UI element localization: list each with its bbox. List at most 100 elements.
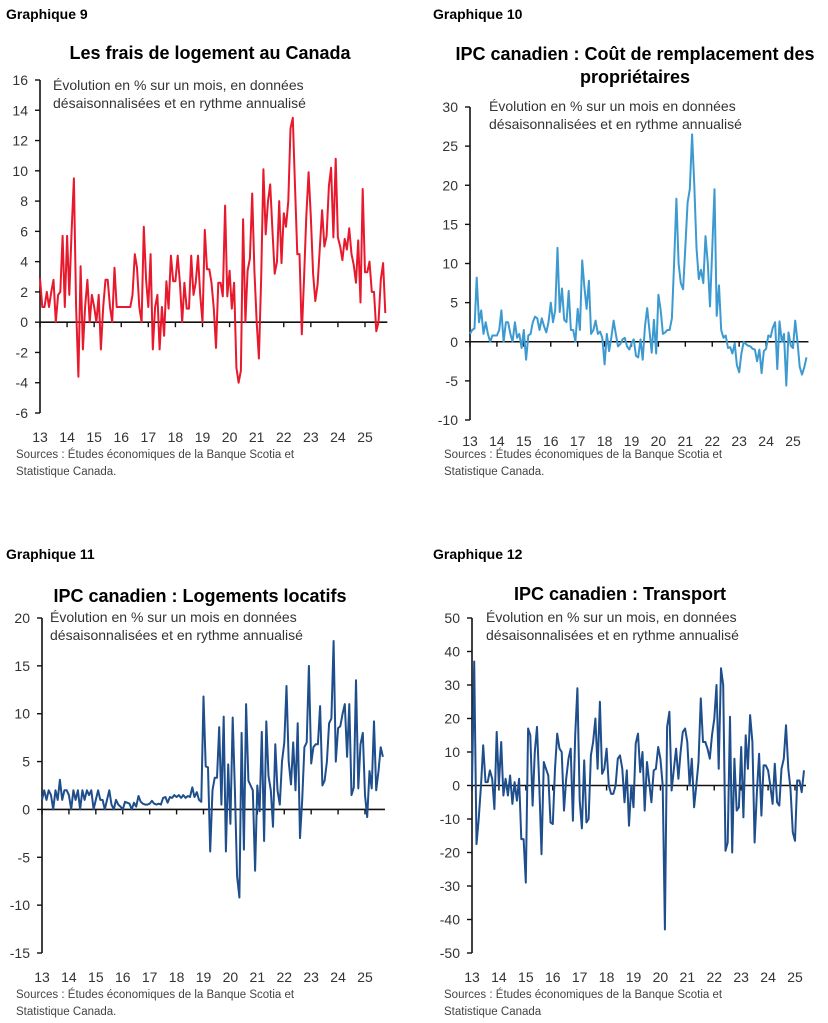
y-tick-label: 6 (20, 223, 28, 239)
x-tick-label: 15 (86, 429, 102, 445)
x-tick-label: 19 (626, 969, 642, 985)
y-tick-label: 40 (444, 644, 460, 660)
y-tick-label: -5 (446, 373, 459, 389)
chart-source: Sources : Études économiques de la Banqu… (16, 989, 295, 1018)
chart-title: IPC canadien : Coût de remplacement des … (455, 44, 815, 87)
x-tick-label: 18 (599, 969, 615, 985)
x-tick-label: 14 (489, 433, 505, 449)
series-line (39, 116, 387, 384)
x-tick-label: 16 (543, 433, 559, 449)
chart-title: Les frais de logement au Canada (69, 43, 351, 63)
x-tick-label: 22 (276, 969, 292, 985)
y-tick-label: -40 (440, 912, 460, 928)
x-tick-label: 14 (61, 969, 77, 985)
x-tick-label: 21 (678, 433, 694, 449)
x-tick-label: 20 (222, 429, 238, 445)
series-line (471, 660, 805, 931)
y-tick-label: 0 (450, 334, 458, 350)
x-tick-label: 18 (168, 429, 184, 445)
x-tick-label: 23 (731, 433, 747, 449)
x-tick-label: 18 (597, 433, 613, 449)
x-tick-label: 22 (706, 969, 722, 985)
x-tick-label: 25 (785, 433, 801, 449)
y-tick-label: 20 (14, 610, 30, 626)
x-tick-label: 19 (196, 969, 212, 985)
x-tick-label: 22 (704, 433, 720, 449)
y-tick-label: 4 (20, 254, 28, 270)
x-tick-label: 16 (545, 969, 561, 985)
x-tick-label: 21 (250, 969, 266, 985)
x-tick-label: 18 (169, 969, 185, 985)
chart-source: Sources : Études économiques de la Banqu… (16, 449, 295, 478)
chart-title: IPC canadien : Logements locatifs (53, 586, 347, 606)
x-tick-label: 25 (787, 969, 803, 985)
y-tick-label: 0 (22, 801, 30, 817)
chart-subtitle: Évolution en % sur un mois en données dé… (50, 609, 303, 643)
x-tick-label: 21 (680, 969, 696, 985)
y-tick-label: -30 (440, 878, 460, 894)
y-tick-label: 5 (450, 295, 458, 311)
y-tick-label: 25 (442, 138, 458, 154)
y-tick-label: 0 (20, 314, 28, 330)
x-tick-label: 14 (491, 969, 507, 985)
chart-source: Sources : Études économiques de la Banqu… (444, 989, 723, 1018)
y-tick-label: 50 (444, 610, 460, 626)
y-tick-label: 10 (14, 706, 30, 722)
x-tick-label: 24 (330, 969, 346, 985)
y-tick-label: 15 (14, 658, 30, 674)
x-tick-label: 15 (516, 433, 532, 449)
x-tick-label: 17 (141, 429, 157, 445)
chart-g10: -10 -5 0 5 10 15 20 25 30 13 14 15 16 17 18 19 20 21 22 23 2… (438, 99, 809, 449)
y-tick-label: 16 (12, 72, 28, 88)
chart-source: Sources : Études économiques de la Banqu… (444, 449, 723, 478)
x-tick-label: 25 (357, 969, 373, 985)
chart-number: Graphique 12 (433, 546, 523, 562)
x-tick-label: 20 (223, 969, 239, 985)
y-tick-label: 10 (444, 744, 460, 760)
y-tick-label: -10 (10, 897, 30, 913)
y-tick-label: -15 (10, 945, 30, 961)
y-tick-label: 10 (442, 256, 458, 272)
chart-number: Graphique 10 (433, 6, 523, 22)
x-tick-label: 17 (572, 969, 588, 985)
chart-g12: -50 -40 -30 -20 -10 0 10 20 30 40 50 13 14 15 16 17 18 19… (440, 610, 806, 985)
x-tick-label: 20 (653, 969, 669, 985)
x-tick-label: 16 (113, 429, 129, 445)
y-tick-label: 5 (22, 754, 30, 770)
y-tick-label: -6 (16, 405, 29, 421)
x-tick-label: 19 (624, 433, 640, 449)
x-tick-label: 16 (115, 969, 131, 985)
chart-g11: -15 -10 -5 0 5 10 15 20 13 14 15 16 17 18 19 20 21 22 23 24… (10, 610, 385, 985)
x-tick-label: 17 (142, 969, 158, 985)
y-tick-label: -5 (18, 849, 31, 865)
chart-number: Graphique 11 (6, 546, 95, 562)
x-tick-label: 13 (462, 433, 478, 449)
x-tick-label: 25 (357, 429, 373, 445)
series-line (41, 640, 384, 899)
x-tick-label: 15 (88, 969, 104, 985)
x-tick-label: 13 (32, 429, 48, 445)
x-tick-label: 23 (303, 429, 319, 445)
y-tick-label: -20 (440, 845, 460, 861)
y-tick-label: -10 (438, 412, 458, 428)
chart-number: Graphique 9 (6, 6, 88, 22)
x-tick-label: 21 (249, 429, 265, 445)
y-tick-label: 30 (444, 677, 460, 693)
y-tick-label: 14 (12, 102, 28, 118)
x-tick-label: 15 (518, 969, 534, 985)
y-tick-label: 0 (452, 778, 460, 794)
x-tick-label: 17 (570, 433, 586, 449)
y-tick-label: 15 (442, 216, 458, 232)
y-tick-label: 20 (444, 711, 460, 727)
y-tick-label: 2 (20, 284, 28, 300)
series-line (469, 133, 808, 387)
y-tick-label: 10 (12, 163, 28, 179)
y-tick-label: 30 (442, 99, 458, 115)
x-tick-label: 23 (303, 969, 319, 985)
y-tick-label: -50 (440, 945, 460, 961)
x-tick-label: 13 (464, 969, 480, 985)
chart-title: IPC canadien : Transport (513, 584, 727, 604)
x-tick-label: 14 (59, 429, 75, 445)
x-tick-label: 24 (760, 969, 776, 985)
x-tick-label: 19 (195, 429, 211, 445)
